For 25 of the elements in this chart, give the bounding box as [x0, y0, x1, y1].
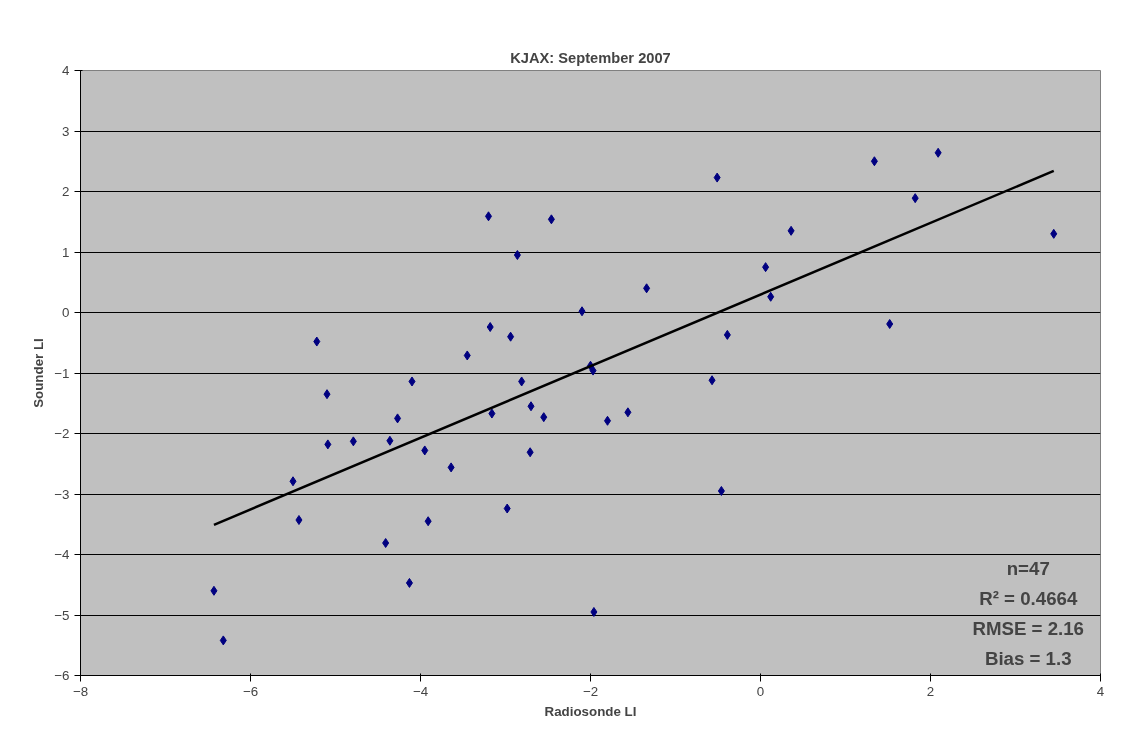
- y-tick-label: −2: [54, 426, 70, 441]
- x-axis-title: Radiosonde LI: [544, 703, 637, 719]
- annotation: RMSE = 2.16: [972, 618, 1084, 640]
- y-tick-label: 1: [62, 244, 70, 260]
- x-tick-label: −4: [412, 683, 429, 699]
- annotation: Bias = 1.3: [984, 648, 1072, 670]
- y-tick-label: −5: [54, 607, 70, 623]
- y-tick-label: −1: [54, 365, 70, 381]
- chart-title: KJAX: September 2007: [510, 49, 671, 66]
- annotation: R² = 0.4664: [979, 587, 1078, 609]
- y-tick-label: 4: [62, 63, 71, 78]
- x-tick-label: −6: [242, 683, 259, 699]
- x-tick-label: 0: [756, 683, 765, 699]
- y-tick-label: −6: [54, 668, 70, 683]
- x-tick-label: −8: [72, 683, 89, 699]
- y-tick-label: −4: [54, 547, 71, 562]
- y-axis-title: Sounder LI: [31, 338, 47, 408]
- annotation: n=47: [1006, 557, 1050, 579]
- x-tick-label: −2: [582, 683, 599, 699]
- y-tick-label: −3: [54, 486, 70, 502]
- y-tick-label: 0: [62, 305, 70, 320]
- y-tick-label: 2: [62, 184, 70, 199]
- y-tick-label: 3: [62, 123, 70, 139]
- x-tick-label: 2: [926, 683, 935, 699]
- x-tick-label: 4: [1096, 683, 1105, 699]
